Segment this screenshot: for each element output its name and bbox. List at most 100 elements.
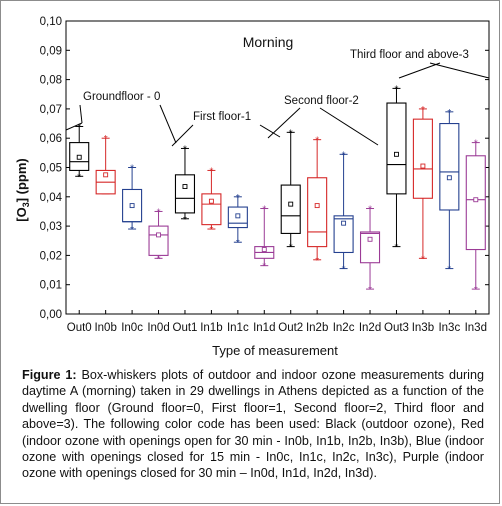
box-in2d: ** (359, 205, 381, 296)
x-tick-label: In1c (227, 322, 249, 334)
mean-marker (394, 151, 399, 157)
caption-text: Box-whiskers plots of outdoor and indoor… (22, 368, 484, 481)
outlier-marker: * (342, 265, 346, 276)
outlier-marker: * (315, 136, 319, 147)
x-tick-label: In0c (121, 322, 143, 334)
mean-marker (156, 232, 161, 238)
y-tick-label: 0,01 (40, 280, 62, 292)
mean-marker (235, 213, 241, 219)
box-iqr (359, 231, 381, 264)
caption-label: Figure 1: (22, 368, 77, 382)
outlier-marker: * (315, 256, 319, 267)
mean-marker (341, 220, 347, 226)
y-axis-label-sub: 3 (21, 202, 31, 207)
annotation-leader-line (171, 124, 194, 147)
y-tick-label: 0,07 (40, 104, 62, 116)
annotations: Groundfloor - 0 First floor-1 Second floor… (65, 49, 490, 147)
outlier-marker: * (236, 238, 240, 249)
mean-marker (129, 203, 135, 209)
outlier-marker: * (209, 225, 213, 236)
chart-title: Morning (243, 34, 294, 50)
box-in0c: ** (122, 164, 143, 236)
y-tick-label: 0,09 (40, 45, 62, 57)
outlier-marker: * (183, 144, 187, 155)
annotation-leader-line (259, 124, 281, 138)
box-out2: ** (280, 128, 301, 254)
y-tick-label: 0,00 (40, 309, 62, 321)
outlier-marker: * (262, 262, 266, 273)
boxes: ******************************* (69, 84, 486, 296)
outlier-marker: * (183, 215, 187, 226)
box-in1b: ** (201, 166, 222, 236)
annotation-label: Third floor and above-3 (350, 49, 469, 61)
figure-caption: Figure 1: Box-whiskers plots of outdoor … (22, 367, 484, 482)
annotation-leader-line (398, 62, 441, 79)
x-tick-label: In2c (333, 322, 355, 334)
outlier-marker: * (447, 265, 451, 276)
outlier-marker: * (474, 139, 478, 150)
mean-marker (182, 184, 188, 189)
box-out0: ** (69, 122, 90, 183)
outlier-marker: * (104, 134, 108, 145)
x-tick-label: Out3 (384, 322, 409, 334)
y-tick-label: 0,10 (40, 16, 62, 28)
outlier-marker: * (395, 243, 399, 254)
box-iqr (201, 193, 222, 226)
box-in1c: ** (227, 193, 248, 249)
annotation-label: Groundfloor - 0 (83, 91, 160, 103)
x-axis-label: Type of measurement (212, 343, 338, 358)
outlier-marker: * (289, 128, 293, 139)
mean-marker (76, 154, 82, 160)
box-out3: ** (386, 84, 407, 254)
annotation-label: Second floor-2 (284, 95, 359, 107)
box-iqr (412, 118, 433, 199)
annotation-leader-line (319, 107, 379, 146)
mean-marker (473, 197, 479, 203)
mean-marker (420, 163, 426, 169)
outlier-marker: * (368, 205, 372, 216)
outlier-marker: * (236, 193, 240, 204)
y-axis-label-tail: ] (ppm) (14, 158, 29, 202)
mean-marker (103, 172, 109, 178)
box-in0b: * (95, 134, 116, 195)
y-axis-label: [O3] (ppm) (14, 158, 31, 222)
y-tick-label: 0,02 (40, 250, 62, 262)
floor-annotation: Third floor and above-3 (350, 49, 490, 79)
x-tick-label: Out2 (278, 322, 303, 334)
box-out1: ** (174, 144, 196, 226)
annotation-label: First floor-1 (193, 111, 251, 123)
outlier-marker: * (474, 285, 478, 296)
box-in2c: ** (333, 150, 354, 276)
axes: 0,00 0,01 0,02 0,03 0,04 0,05 0,06 0,07 0,08 0,09… (40, 16, 490, 334)
annotation-leader-line (79, 104, 83, 124)
mean-marker (208, 198, 214, 204)
box-in0d: ** (148, 207, 169, 265)
x-tick-label: In3d (465, 322, 487, 334)
box-iqr (386, 102, 407, 195)
outlier-marker: * (421, 105, 425, 116)
x-tick-label: In1b (200, 322, 222, 334)
annotation-leader-line (65, 122, 83, 131)
outlier-marker: * (447, 108, 451, 119)
box-in3b: ** (412, 105, 433, 265)
x-tick-label: In3b (412, 322, 434, 334)
mean-marker (261, 247, 267, 252)
floor-annotation: Groundfloor - 0 (65, 91, 177, 144)
outlier-marker: * (395, 84, 399, 95)
outlier-marker: * (77, 172, 81, 183)
floor-annotation: First floor-1 (171, 111, 281, 147)
outlier-marker: * (262, 205, 266, 216)
x-tick-label: In2b (306, 322, 328, 334)
outlier-marker: * (157, 207, 161, 218)
outlier-marker: * (368, 285, 372, 296)
outlier-marker: * (209, 166, 213, 177)
outlier-marker: * (289, 243, 293, 254)
mean-marker (314, 203, 320, 209)
outlier-marker: * (130, 225, 134, 236)
box-iqr (307, 177, 328, 248)
box-in2b: ** (307, 136, 328, 267)
x-tick-label: In0b (94, 322, 116, 334)
outlier-marker: * (130, 164, 134, 175)
